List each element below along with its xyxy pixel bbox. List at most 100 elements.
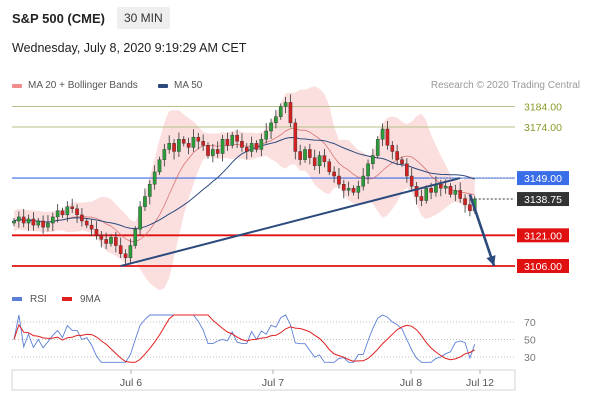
candle-down: [99, 235, 104, 240]
candle-down: [308, 149, 312, 158]
candle-down: [298, 151, 302, 160]
candle-down: [104, 239, 108, 244]
candle-up: [55, 210, 60, 218]
rsi-legend-swatch-RSI: [12, 297, 22, 301]
timeframe-badge[interactable]: 30 MIN: [117, 7, 170, 29]
candle-up: [162, 149, 167, 160]
candle-down: [429, 188, 433, 193]
rsi-ma-line: [13, 314, 475, 363]
candle-up: [278, 106, 283, 117]
research-credit: Research © 2020 Trading Central: [430, 80, 580, 91]
rsi-level-label-50: 50: [524, 335, 536, 347]
price-label-box-3138.75: [517, 192, 569, 207]
candle-down: [395, 151, 399, 160]
candle-up: [143, 196, 147, 207]
candle-up: [51, 216, 55, 224]
candle-down: [70, 206, 74, 209]
symbol-title: S&P 500 (CME): [12, 11, 105, 26]
rsi-legend-label-RSI: RSI: [30, 294, 47, 305]
price-label-box-3121.00: [517, 228, 569, 243]
candle-up: [157, 159, 162, 173]
candle-up: [147, 184, 152, 197]
candle-down: [342, 184, 346, 191]
candle-down: [89, 224, 94, 230]
bollinger-band-layer: [14, 86, 475, 291]
x-axis: Jul 6 Jul 7 Jul 8 Jul 12: [11, 369, 516, 391]
rsi-level-label-30: 30: [524, 352, 536, 364]
candle-down: [206, 145, 210, 156]
candle-down: [114, 237, 118, 246]
candle-up: [12, 220, 16, 224]
candle-down: [118, 245, 123, 254]
candle-up: [249, 143, 254, 152]
support-trendline: [120, 177, 461, 267]
rsi-line: [13, 314, 476, 363]
candle-down: [390, 145, 395, 152]
price-label-3121.00: 3121.00: [524, 230, 562, 242]
candle-up: [317, 155, 322, 167]
candle-up: [371, 155, 375, 164]
price-label-3149.00: 3149.00: [524, 173, 562, 185]
candle-down: [215, 149, 220, 154]
x-tick-label-Jul-8: Jul 8: [400, 377, 422, 389]
candle-up: [453, 190, 458, 195]
candle-down: [60, 210, 65, 216]
x-tick-label-Jul-7: Jul 7: [262, 377, 284, 389]
candle-down: [439, 184, 443, 189]
candle-down: [240, 141, 244, 148]
candle-up: [109, 237, 113, 244]
candle-down: [225, 139, 230, 146]
price-label-3106.00: 3106.00: [524, 261, 562, 273]
legend-swatch-bollinger: [12, 83, 22, 88]
candle-up: [191, 136, 196, 148]
candle-down: [123, 253, 128, 259]
candle-down: [288, 102, 293, 124]
candle-down: [235, 134, 239, 142]
ma50-line: [13, 136, 475, 230]
candle-down: [414, 186, 419, 197]
candle-up: [303, 149, 307, 160]
candle-down: [41, 220, 45, 228]
candle-up: [259, 139, 264, 150]
candle-down: [94, 228, 99, 236]
candle-down: [322, 155, 327, 162]
candle-up: [17, 216, 21, 222]
candle-up: [65, 206, 70, 216]
candle-up: [177, 139, 181, 152]
candle-down: [327, 161, 332, 173]
legend-bollinger: MA 20 + Bollinger Bands: [12, 80, 138, 91]
trendline-layer: [120, 177, 496, 267]
candle-up: [167, 143, 172, 150]
rsi-legend-swatch-9MA: [62, 297, 72, 301]
candle-down: [337, 175, 341, 185]
datetime-label: Wednesday, July 8, 2020 9:19:29 AM CET: [12, 41, 247, 55]
candle-down: [463, 198, 467, 205]
candle-up: [211, 149, 215, 156]
candle-down: [419, 196, 424, 201]
candle-down: [244, 147, 249, 152]
candle-up: [346, 188, 351, 191]
candle-up: [138, 206, 142, 230]
legend-swatch-ma50: [158, 83, 168, 88]
candle-down: [409, 175, 414, 187]
candle-layer: [12, 94, 477, 266]
candle-down: [186, 143, 191, 148]
chart-header: S&P 500 (CME) 30 MIN: [0, 0, 592, 36]
candle-down: [84, 220, 89, 226]
x-tick-label-Jul-6: Jul 6: [120, 377, 142, 389]
bollinger-band-fill: [14, 86, 475, 291]
candle-down: [254, 143, 259, 150]
candle-down: [181, 139, 186, 144]
candle-up: [230, 134, 235, 146]
candle-up: [46, 222, 50, 228]
candle-down: [405, 163, 409, 177]
candle-up: [128, 245, 133, 259]
legend-ma50: MA 50: [158, 80, 202, 91]
legend-bollinger-label: MA 20 + Bollinger Bands: [28, 80, 138, 91]
forecast-arrow-line: [468, 194, 496, 267]
candle-up: [269, 122, 273, 132]
x-axis-frame: [11, 369, 516, 391]
x-tick-label-Jul-12: Jul 12: [466, 377, 494, 389]
price-level-layer: [12, 106, 515, 267]
